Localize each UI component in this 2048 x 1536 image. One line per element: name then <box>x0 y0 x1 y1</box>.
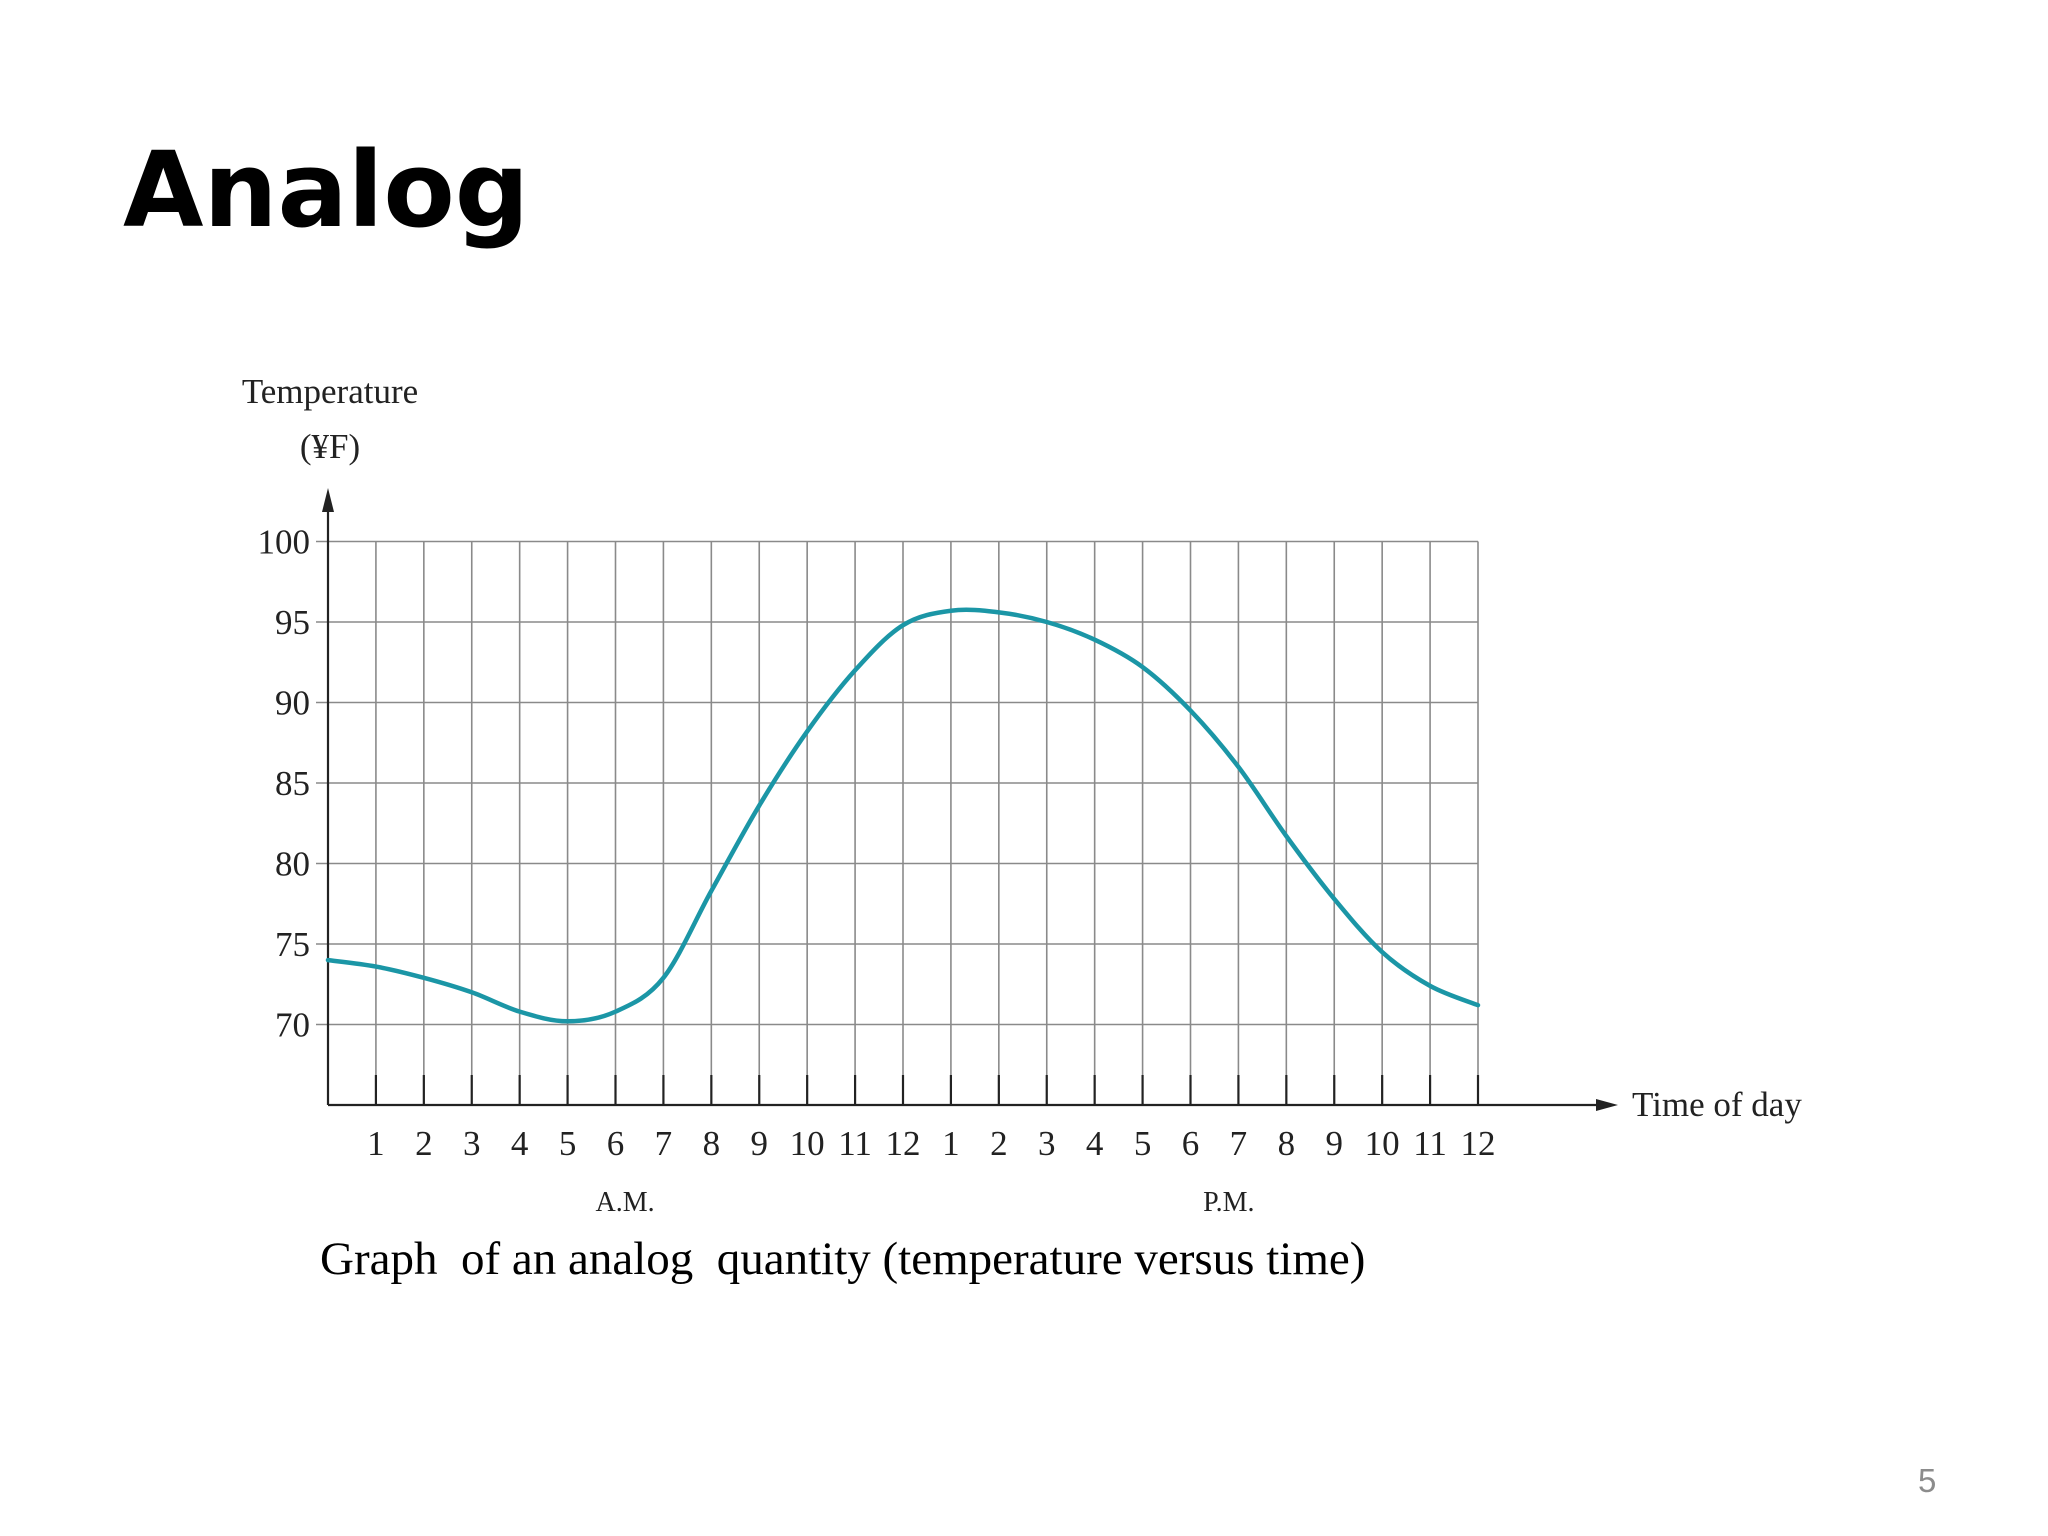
x-tick-label: 8 <box>703 1124 721 1163</box>
chart-axes <box>322 488 1618 1111</box>
x-tick-label: 7 <box>655 1124 673 1163</box>
y-tick-label: 95 <box>275 603 310 642</box>
y-tick-label: 75 <box>275 925 310 964</box>
x-tick-label: 9 <box>751 1124 769 1163</box>
figure-caption: Graph of an analog quantity (temperature… <box>320 1233 1366 1285</box>
x-tick-label: 3 <box>1038 1124 1056 1163</box>
period-label: A.M. <box>596 1187 655 1218</box>
x-tick-label: 7 <box>1230 1124 1248 1163</box>
x-tick-label: 1 <box>367 1124 385 1163</box>
y-tick-label: 80 <box>275 845 310 884</box>
x-tick-label: 2 <box>415 1124 433 1163</box>
y-tick-label: 100 <box>258 523 311 562</box>
chart-series <box>325 607 1481 1024</box>
y-tick-label: 85 <box>275 764 310 803</box>
x-tick-label: 10 <box>1365 1124 1400 1163</box>
x-axis-arrow-icon <box>1596 1099 1618 1111</box>
x-tick-label: 8 <box>1278 1124 1296 1163</box>
y-tick-label: 90 <box>275 684 310 723</box>
x-tick-label: 1 <box>942 1124 960 1163</box>
x-tick-label: 12 <box>1461 1124 1496 1163</box>
slide-title: Analog <box>123 129 530 251</box>
page-number: 5 <box>1918 1462 1937 1499</box>
chart-grid <box>316 540 1480 1105</box>
x-tick-label: 5 <box>1134 1124 1152 1163</box>
x-tick-label: 3 <box>463 1124 481 1163</box>
period-label: P.M. <box>1203 1187 1254 1218</box>
x-tick-label: 6 <box>1182 1124 1200 1163</box>
x-tick-label: 11 <box>838 1124 872 1163</box>
y-tick-label: 70 <box>275 1006 310 1045</box>
y-axis-unit-label: (¥F) <box>300 427 360 466</box>
x-tick-label: 11 <box>1413 1124 1447 1163</box>
x-tick-label: 5 <box>559 1124 577 1163</box>
x-tick-label: 2 <box>990 1124 1008 1163</box>
y-axis-arrow-icon <box>322 488 334 512</box>
x-tick-label: 6 <box>607 1124 625 1163</box>
x-tick-label: 4 <box>511 1124 529 1163</box>
x-tick-label: 4 <box>1086 1124 1104 1163</box>
x-tick-label: 10 <box>790 1124 825 1163</box>
x-axis-label: Time of day <box>1632 1085 1802 1124</box>
x-tick-label: 12 <box>886 1124 921 1163</box>
x-tick-label: 9 <box>1326 1124 1344 1163</box>
temperature-line <box>325 607 1481 1024</box>
y-axis-label: Temperature <box>242 372 418 411</box>
